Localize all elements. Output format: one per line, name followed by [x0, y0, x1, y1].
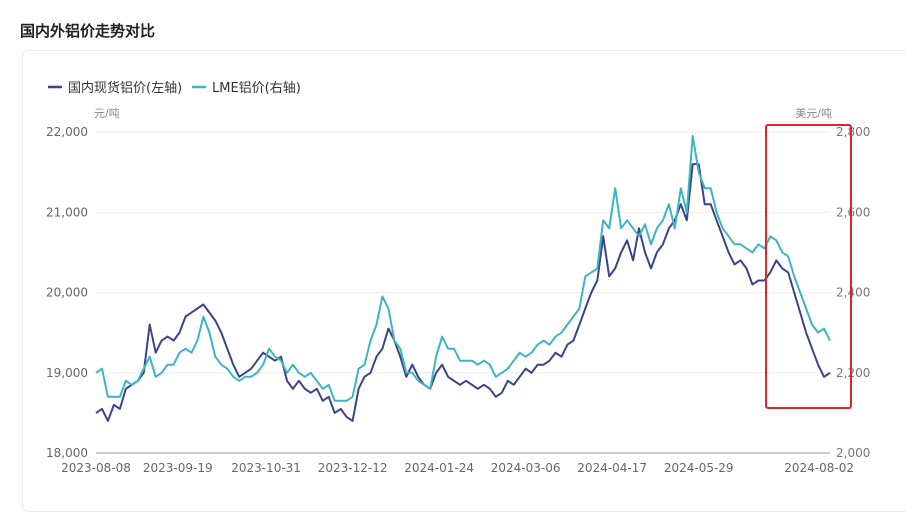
left-tick-label: 21,000 [46, 205, 88, 219]
left-axis-unit: 元/吨 [94, 107, 120, 120]
left-tick-label: 20,000 [46, 286, 88, 300]
x-tick-label: 2023-12-12 [318, 461, 388, 475]
left-tick-label: 22,000 [46, 125, 88, 139]
right-tick-label: 2,800 [836, 125, 870, 139]
x-tick-label: 2023-10-31 [231, 461, 301, 475]
x-tick-label: 2024-08-02 [784, 461, 854, 475]
x-tick-label: 2023-09-19 [143, 461, 213, 475]
right-tick-label: 2,200 [836, 366, 870, 380]
right-tick-label: 2,600 [836, 205, 870, 219]
legend-item: LME铝价(右轴) [212, 81, 301, 96]
x-tick-label: 2024-03-06 [491, 461, 561, 475]
line-chart: 18,000 19,000 20,000 21,000 22,000 2,000 2,200… [46, 80, 870, 475]
x-tick-label: 2024-05-29 [664, 461, 734, 475]
right-axis-unit: 美元/吨 [795, 107, 832, 120]
x-tick-label: 2024-01-24 [404, 461, 474, 475]
page-title: 国内外铝价走势对比 [20, 22, 156, 40]
x-tick-label: 2023-08-08 [61, 461, 131, 475]
legend-item: 国内现货铝价(左轴) [68, 80, 182, 96]
highlight-box [765, 124, 852, 409]
series-line-lme [95, 135, 831, 402]
series-line-domestic [95, 163, 831, 422]
right-tick-label: 2,400 [836, 286, 870, 300]
right-tick-label: 2,000 [836, 446, 870, 460]
left-tick-label: 18,000 [46, 446, 88, 460]
x-tick-label: 2024-04-17 [577, 461, 647, 475]
left-tick-label: 19,000 [46, 366, 88, 380]
